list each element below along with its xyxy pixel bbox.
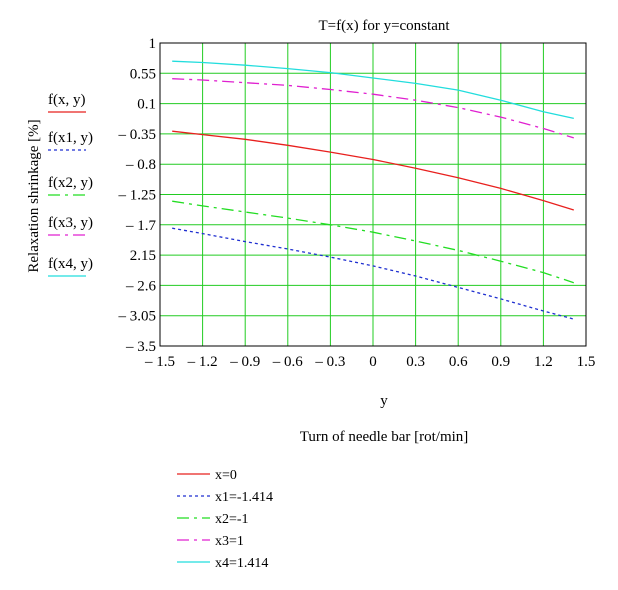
x-tick-label: 0.6	[449, 354, 468, 370]
x-tick-label: – 1.5	[144, 354, 175, 370]
series-axis-label: f(x2, y)	[48, 175, 93, 191]
x-axis-secondary-label: Turn of needle bar [rot/min]	[300, 429, 469, 445]
x-tick-label: 1.2	[534, 354, 553, 370]
series-axis-label: f(x4, y)	[48, 256, 93, 272]
legend: x=0 x1=-1.414 x2=-1 x3=1 x4=1.414	[177, 468, 273, 571]
y-tick-label: 0.55	[130, 66, 156, 82]
legend-label: x2=-1	[215, 512, 249, 527]
series-axis-label: f(x, y)	[48, 92, 86, 108]
x-tick-label: 0	[369, 354, 377, 370]
y-tick-label: 0.1	[137, 97, 156, 113]
y-tick-labels: 1 0.55 0.1 – 0.35 – 0.8 – 1.25 – 1.7 2.15 – 2.6 –…	[118, 36, 157, 355]
series-axis-labels: f(x, y) f(x1, y) f(x2, y) f(x3, y) f(x4, y)	[48, 92, 93, 277]
legend-label: x1=-1.414	[215, 490, 273, 505]
x-tick-label: – 0.6	[272, 354, 304, 370]
x-tick-label: – 0.9	[229, 354, 260, 370]
series-line	[172, 227, 574, 320]
y-tick-label: – 0.35	[118, 127, 157, 143]
y-axis-label: Relaxation shrinkage [%]	[26, 119, 42, 272]
x-tick-label: 0.3	[406, 354, 425, 370]
plot-frame	[159, 42, 587, 347]
series-line	[172, 78, 574, 139]
x-tick-label: – 1.2	[187, 354, 218, 370]
series-lines	[172, 60, 575, 320]
x-tick-label: 1.5	[577, 354, 596, 370]
x-tick-label: 0.9	[491, 354, 510, 370]
chart-title: T=f(x) for y=constant	[318, 18, 450, 34]
y-tick-label: – 3.5	[125, 339, 156, 355]
x-axis-label: y	[380, 393, 388, 409]
y-tick-label: – 2.6	[125, 278, 157, 294]
y-tick-label: – 0.8	[125, 157, 156, 173]
y-tick-label: – 1.7	[125, 218, 157, 234]
series-line	[172, 60, 574, 120]
y-tick-label: – 3.05	[118, 309, 157, 325]
x-tick-label: – 0.3	[314, 354, 345, 370]
legend-label: x3=1	[215, 534, 244, 549]
x-tick-labels: – 1.5 – 1.2 – 0.9 – 0.6 – 0.3 0 0.3 0.6 0.9 1.2 1.…	[144, 354, 595, 370]
series-axis-label: f(x3, y)	[48, 215, 93, 231]
series-line	[172, 200, 575, 284]
legend-label: x=0	[215, 468, 237, 483]
y-tick-label: 1	[149, 36, 157, 52]
series-line	[172, 130, 574, 211]
series-axis-label: f(x1, y)	[48, 130, 93, 146]
y-tick-label: – 1.25	[118, 188, 157, 204]
y-tick-label: 2.15	[130, 248, 156, 264]
legend-label: x4=1.414	[215, 556, 268, 571]
